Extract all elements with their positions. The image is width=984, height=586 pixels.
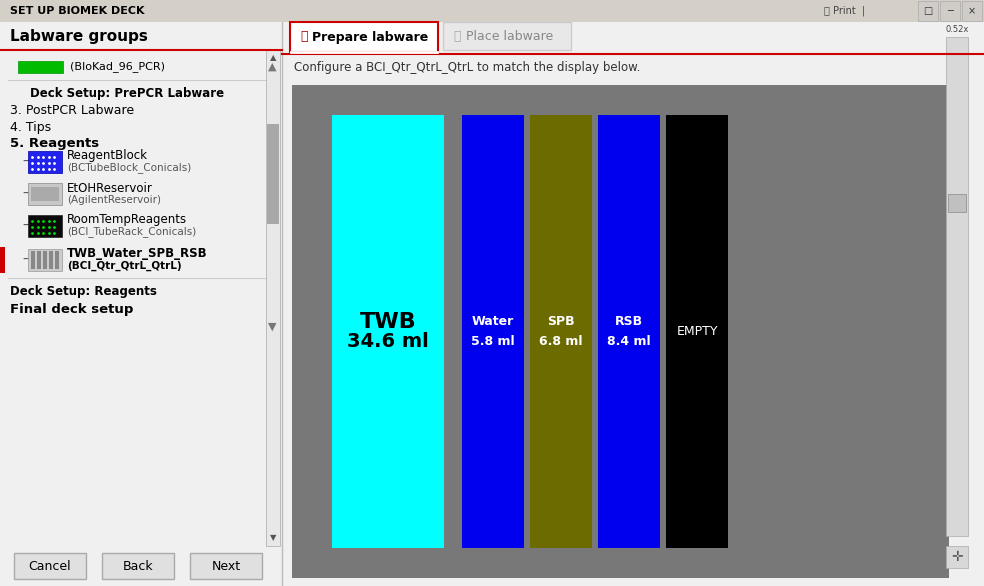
Text: ✛: ✛ [952,550,962,564]
Bar [332,115,444,548]
Text: Prepare labware: Prepare labware [312,30,428,43]
Bar [598,115,660,548]
Text: ▲: ▲ [270,53,277,63]
Text: 5.8 ml: 5.8 ml [471,335,515,348]
Text: 3. PostPCR Labware: 3. PostPCR Labware [10,104,134,117]
Bar [43,251,47,269]
Text: SET UP BIOMEK DECK: SET UP BIOMEK DECK [10,6,145,16]
Bar [31,187,59,201]
Text: EMPTY: EMPTY [676,325,717,338]
Text: 4. Tips: 4. Tips [10,121,51,134]
Bar [940,1,960,21]
Text: ─: ─ [947,6,953,16]
Text: (BIoKad_96_PCR): (BIoKad_96_PCR) [70,62,165,73]
Text: ▲: ▲ [268,62,277,72]
Text: Cancel: Cancel [29,560,71,573]
Text: TWB: TWB [359,312,416,332]
Bar [14,553,86,579]
Bar [948,193,966,212]
Bar [530,115,592,548]
Text: EtOHReservoir: EtOHReservoir [67,182,153,195]
Bar [443,22,571,50]
Text: Labware groups: Labware groups [10,29,148,43]
Bar [18,61,63,73]
Text: ×: × [968,6,976,16]
Text: TWB_Water_SPB_RSB: TWB_Water_SPB_RSB [67,247,208,261]
Text: 🔧: 🔧 [300,30,308,43]
Bar [190,553,262,579]
Text: 🔧: 🔧 [454,30,461,43]
Bar [462,115,524,548]
Text: 6.8 ml: 6.8 ml [539,335,583,348]
Text: Deck Setup: Reagents: Deck Setup: Reagents [10,285,156,298]
Bar [28,151,62,173]
Text: ▼: ▼ [270,533,277,543]
Text: Back: Back [123,560,154,573]
Bar [102,553,174,579]
Text: RoomTempReagents: RoomTempReagents [67,213,187,227]
Bar [962,1,982,21]
Bar [946,37,968,536]
Text: –: – [22,219,29,233]
Text: Deck Setup: PrePCR Labware: Deck Setup: PrePCR Labware [30,87,224,100]
Bar [55,251,59,269]
Text: 🖨 Print  |: 🖨 Print | [824,6,865,16]
Bar [292,85,949,578]
Bar [31,251,35,269]
Text: ReagentBlock: ReagentBlock [67,149,148,162]
Bar [0,247,5,273]
Text: 5. Reagents: 5. Reagents [10,138,99,151]
Bar [28,183,62,205]
Bar [290,22,438,52]
Text: SPB: SPB [547,315,575,328]
Text: Configure a BCI_Qtr_QtrL_QtrL to match the display below.: Configure a BCI_Qtr_QtrL_QtrL to match t… [294,60,641,73]
Text: 34.6 ml: 34.6 ml [347,332,429,351]
Text: (AgilentReservoir): (AgilentReservoir) [67,195,161,205]
Text: RSB: RSB [615,315,644,328]
Text: (BCI_TubeRack_Conicals): (BCI_TubeRack_Conicals) [67,227,196,237]
Bar [666,115,728,548]
Bar [28,249,62,271]
Bar [282,22,984,586]
Bar [28,215,62,237]
Text: Water: Water [472,315,514,328]
Bar [918,1,938,21]
Text: (BCI_Qtr_QtrL_QtrL): (BCI_Qtr_QtrL_QtrL) [67,261,182,271]
Text: Next: Next [212,560,240,573]
Bar [0,0,984,22]
Text: (BCTubeBlock_Conicals): (BCTubeBlock_Conicals) [67,162,191,173]
Text: Final deck setup: Final deck setup [10,304,134,316]
Text: Place labware: Place labware [466,30,554,43]
Text: 8.4 ml: 8.4 ml [607,335,650,348]
Text: –: – [22,155,29,169]
Bar [267,124,279,224]
Text: –: – [22,187,29,201]
Bar [49,251,53,269]
Bar [0,22,282,586]
Bar [266,50,280,546]
Text: 0.52x: 0.52x [946,25,968,33]
Text: –: – [22,253,29,267]
Bar [37,251,41,269]
Text: □: □ [923,6,933,16]
Bar [0,22,282,50]
Bar [946,546,968,568]
Text: ▼: ▼ [268,322,277,332]
